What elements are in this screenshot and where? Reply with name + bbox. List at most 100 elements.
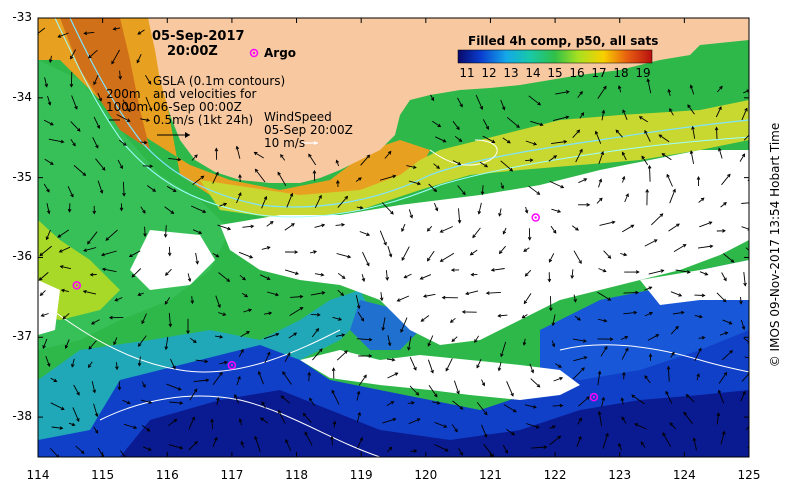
velocity-arrow-head [641, 155, 645, 160]
velocity-arrow-head [385, 277, 390, 281]
velocity-arrow [93, 426, 99, 434]
velocity-arrow [596, 197, 603, 204]
velocity-arrow [358, 374, 367, 386]
velocity-arrow [382, 317, 386, 331]
velocity-arrow-head [739, 300, 743, 305]
velocity-arrow [93, 75, 99, 85]
velocity-arrow [408, 180, 421, 185]
velocity-arrow [432, 120, 441, 127]
velocity-arrow-head [392, 417, 397, 422]
argo-markers [72, 213, 599, 402]
velocity-arrow-head [522, 341, 527, 346]
velocity-arrow [433, 163, 440, 169]
velocity-arrow [530, 378, 541, 388]
velocity-arrow [523, 247, 530, 252]
velocity-arrow [457, 185, 466, 195]
velocity-arrow-head [261, 401, 265, 405]
x-tick-label: 119 [349, 468, 373, 482]
velocity-arrow-head [618, 442, 622, 447]
velocity-arrow [502, 227, 507, 234]
velocity-arrow-head [660, 269, 665, 273]
velocity-arrow-head [443, 424, 448, 428]
velocity-arrow-head [609, 337, 614, 341]
velocity-arrow-head [552, 229, 557, 234]
velocity-arrow [73, 165, 86, 176]
velocity-arrow-head [678, 293, 683, 297]
velocity-arrow-head [701, 335, 706, 340]
velocity-arrow-head [359, 205, 364, 210]
velocity-arrow-head [164, 346, 169, 351]
velocity-arrow-head [173, 418, 178, 423]
velocity-arrow-head [179, 401, 184, 405]
velocity-arrow [212, 437, 218, 447]
velocity-arrow-head [552, 425, 556, 429]
velocity-arrow [506, 428, 515, 436]
velocity-arrow [597, 86, 607, 99]
velocity-arrow-head [366, 232, 371, 236]
velocity-arrow [602, 433, 609, 449]
depth-label-200: 200m [106, 87, 141, 101]
velocity-arrow [308, 372, 310, 382]
velocity-arrow [168, 157, 181, 161]
velocity-arrow [46, 203, 50, 214]
velocity-arrow-head [357, 411, 362, 416]
velocity-arrow [482, 119, 489, 130]
x-tick-label: 122 [543, 468, 567, 482]
argo-legend-label: Argo [264, 46, 297, 60]
velocity-arrow-head [730, 259, 735, 263]
velocity-arrow-head [128, 253, 133, 258]
imos-credit: © IMOS 09-Nov-2017 13:54 Hobart Time [768, 122, 782, 368]
velocity-arrow [116, 114, 131, 122]
velocity-arrow [119, 70, 121, 79]
velocity-arrow [141, 425, 150, 432]
velocity-arrow-head [620, 397, 625, 402]
velocity-arrow-head [698, 314, 703, 319]
velocity-arrow [500, 99, 505, 110]
velocity-arrow [75, 445, 85, 454]
velocity-arrow [601, 397, 605, 407]
velocity-arrow-head [193, 388, 198, 393]
velocity-arrow-head [490, 268, 495, 272]
velocity-arrow-head [583, 356, 588, 360]
velocity-arrow [50, 377, 57, 382]
velocity-arrow [503, 404, 517, 413]
velocity-arrow-head [611, 220, 616, 225]
velocity-arrow-head [167, 252, 172, 257]
velocity-arrow [482, 135, 495, 143]
velocity-arrow-head [191, 416, 195, 421]
velocity-arrow [314, 195, 322, 208]
cloud-mask-west [130, 230, 215, 290]
argo-float-dot [75, 284, 78, 287]
velocity-arrow-head [142, 384, 146, 388]
velocity-arrow [598, 268, 606, 272]
velocity-arrow-head [299, 306, 304, 311]
velocity-arrow-head [280, 395, 285, 400]
velocity-arrow [716, 413, 720, 425]
velocity-arrow [384, 151, 392, 159]
velocity-arrow [476, 359, 482, 368]
velocity-arrow-head [621, 175, 626, 180]
velocity-arrow [465, 290, 479, 295]
velocity-arrow-head [146, 428, 151, 432]
velocity-arrow-head [456, 126, 460, 131]
velocity-arrow-head [444, 448, 449, 452]
velocity-arrow [673, 244, 687, 252]
velocity-arrow [620, 336, 628, 340]
velocity-arrow-head [177, 157, 182, 162]
velocity-arrow-head [82, 289, 87, 294]
velocity-arrow [525, 206, 528, 213]
velocity-arrow-head [70, 55, 74, 60]
velocity-arrow [440, 226, 453, 233]
velocity-arrow-head [99, 189, 104, 194]
velocity-arrow-head [315, 327, 320, 332]
velocity-arrow-head [479, 106, 484, 110]
velocity-arrow-head [603, 85, 607, 90]
velocity-arrow-head [633, 310, 638, 315]
velocity-arrow [40, 290, 46, 296]
velocity-arrow [142, 165, 153, 167]
velocity-arrow [481, 424, 487, 438]
velocity-arrow-head [187, 278, 192, 283]
velocity-arrow [665, 391, 673, 404]
velocity-arrow-head [101, 252, 105, 257]
velocity-arrow-head [436, 401, 441, 405]
